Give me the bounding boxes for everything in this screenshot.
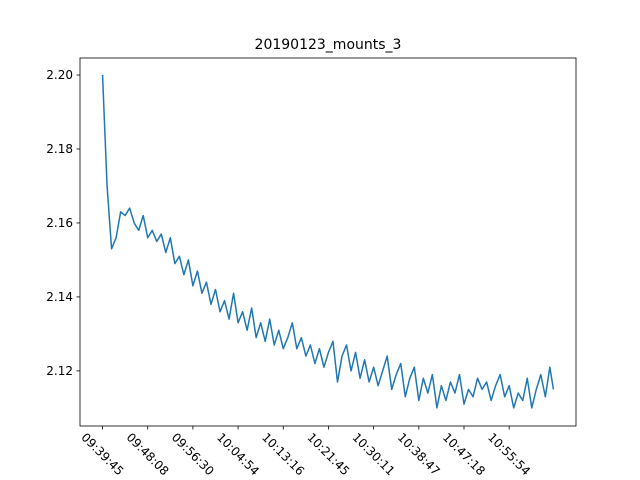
y-tick-label: 2.18 [46,142,73,156]
x-tick-label: 10:13:16 [259,430,307,478]
x-tick-label: 10:04:54 [214,430,262,478]
y-tick-label: 2.12 [46,364,73,378]
y-tick-label: 2.20 [46,68,73,82]
x-tick-label: 10:21:45 [304,430,352,478]
x-tick-label: 10:38:47 [395,430,443,478]
y-tick-label: 2.16 [46,216,73,230]
x-tick-label: 09:56:30 [169,430,217,478]
chart-title: 20190123_mounts_3 [255,37,402,53]
y-tick-label: 2.14 [46,290,73,304]
x-tick-label: 10:30:11 [350,430,398,478]
x-tick-label: 10:47:18 [440,430,488,478]
x-tick-label: 10:55:54 [485,430,533,478]
x-tick-label: 09:48:08 [124,430,172,478]
plot-frame [79,57,577,427]
data-line [101,74,555,409]
x-tick-label: 09:39:45 [78,430,126,478]
